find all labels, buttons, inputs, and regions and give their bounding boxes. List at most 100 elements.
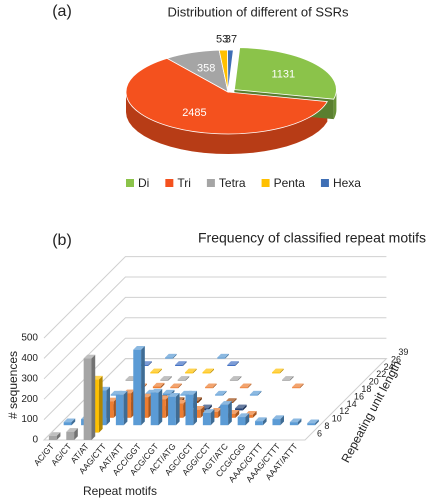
legend-label: Di <box>138 176 149 190</box>
bar-top <box>235 404 247 409</box>
bar-side-shade <box>210 368 215 374</box>
bar-side-shade <box>247 383 252 389</box>
bar-side-shade <box>315 419 319 426</box>
bar-side-shade <box>252 411 257 418</box>
bar-top <box>272 415 285 420</box>
bar-side-shade <box>91 354 96 440</box>
bar-top-shade <box>249 390 262 395</box>
bar-top-shade <box>229 376 242 380</box>
bar-side <box>235 410 240 418</box>
bar-side <box>158 368 162 374</box>
legend-swatch <box>206 179 215 187</box>
bar-side-shade <box>235 361 239 366</box>
bar-top-shade <box>205 383 217 388</box>
pie-side-shade <box>126 92 328 154</box>
bar-side <box>257 390 262 396</box>
bar-side <box>235 361 239 366</box>
bar-top-shade <box>185 390 198 395</box>
bar-side <box>280 415 285 426</box>
legend-swatch <box>126 179 134 187</box>
bar-side-shade <box>98 375 103 433</box>
bar <box>150 372 159 374</box>
bar-side-shade <box>56 432 61 440</box>
z-tick-label: 16 <box>354 391 364 401</box>
bar-top-shade <box>150 368 162 373</box>
bar-top-shade <box>237 413 250 418</box>
bar-top-shade <box>165 353 177 358</box>
bar-top-shade <box>272 415 285 420</box>
bar-top <box>168 392 180 397</box>
bar-top <box>152 382 165 387</box>
bar-top <box>160 376 172 380</box>
bar <box>272 419 281 426</box>
data-label: 2485 <box>182 107 206 119</box>
bar <box>202 412 211 426</box>
pie-side <box>126 92 328 154</box>
bar <box>235 408 243 411</box>
bar-side <box>228 401 232 426</box>
bar-side <box>279 368 284 374</box>
bar-side <box>185 376 190 381</box>
bar-side-shade <box>198 397 202 403</box>
bar-top-shade <box>217 353 229 358</box>
bar-side-shade <box>235 410 240 418</box>
y-tick-label: 0 <box>32 435 38 446</box>
bar-side <box>212 383 217 389</box>
bar <box>110 394 119 396</box>
bar-side <box>289 376 294 381</box>
y-tick-label: 400 <box>21 353 38 364</box>
bar-side <box>160 382 165 389</box>
bar-top <box>202 409 215 413</box>
bar-top <box>249 390 262 395</box>
bar-side-shade <box>279 368 284 374</box>
bar-top-shade <box>292 383 304 388</box>
bar-side <box>193 390 198 426</box>
grid-line <box>43 337 387 420</box>
bar <box>48 435 57 440</box>
bar-top-shade <box>150 388 163 393</box>
bar-top-shade <box>177 376 190 380</box>
pie-side-shade <box>333 89 337 120</box>
bar-side-shade <box>71 418 76 426</box>
pie-slice <box>227 49 234 93</box>
grid-line <box>43 256 387 339</box>
bar-side-shade <box>257 390 262 396</box>
y-tick-label: 100 <box>21 414 38 425</box>
bar <box>150 392 159 426</box>
bar-side <box>252 411 257 418</box>
bar-top <box>292 383 304 388</box>
bar-top <box>205 383 217 388</box>
bar <box>239 387 248 389</box>
pie-slice <box>125 57 328 135</box>
bar <box>227 364 236 366</box>
bar <box>220 404 229 426</box>
bar-top-shade <box>160 376 172 380</box>
bar <box>83 358 92 440</box>
bar-side <box>98 375 103 433</box>
z-tick-label: 8 <box>324 421 329 431</box>
bar <box>289 422 298 426</box>
bar-side <box>242 404 247 411</box>
y-axis-label: # sequences <box>6 351 20 419</box>
panel-label: (b) <box>52 232 72 249</box>
bar-top <box>255 417 267 422</box>
bar-side-shade <box>193 390 198 426</box>
bar-top <box>133 346 145 350</box>
bar-side <box>172 353 177 359</box>
bar-top-shade <box>225 398 237 402</box>
bar-side-shade <box>178 383 182 389</box>
bar <box>66 431 75 440</box>
z-tick-label: 10 <box>332 414 342 424</box>
bar-side-shade <box>228 401 232 426</box>
bar-top <box>150 368 162 373</box>
bar-side <box>148 361 152 366</box>
bar-side <box>182 361 187 366</box>
bar-side <box>192 368 197 374</box>
bar-top-shade <box>63 418 76 423</box>
y-tick-label: 500 <box>21 333 38 344</box>
z-tick-label: 39 <box>398 347 408 357</box>
bar <box>237 417 246 426</box>
bar-top-shade <box>175 361 187 365</box>
bar <box>170 387 179 389</box>
